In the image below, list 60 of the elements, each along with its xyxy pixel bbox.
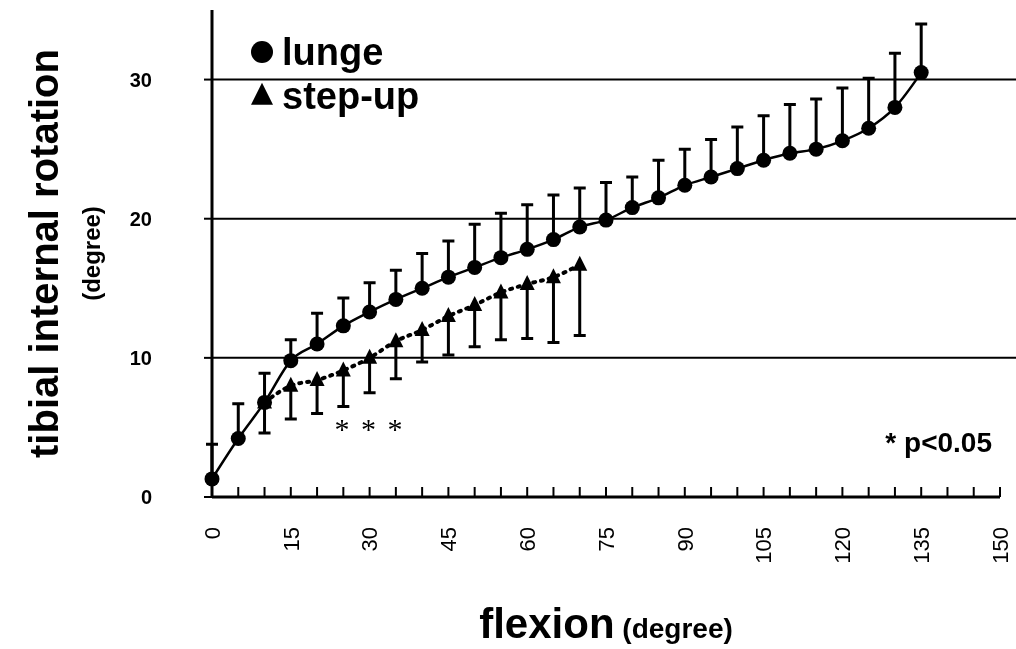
y-tick-label: 10 — [129, 346, 152, 369]
point — [861, 120, 877, 136]
x-tick-label: 60 — [514, 527, 540, 552]
point — [309, 371, 325, 387]
point — [729, 161, 745, 177]
point — [493, 283, 509, 299]
point — [388, 332, 404, 348]
point — [283, 376, 299, 392]
x-tick-label: 90 — [672, 527, 698, 552]
x-tick-label: 150 — [987, 527, 1013, 564]
x-tick-label: 0 — [199, 527, 225, 540]
point — [414, 280, 430, 296]
legend-label: lunge — [282, 31, 384, 74]
point — [467, 295, 483, 311]
point — [545, 232, 561, 248]
x-tick-label: 135 — [908, 527, 934, 564]
x-axis-title: flexion (degree) — [479, 600, 733, 647]
point — [230, 431, 246, 447]
point — [808, 141, 824, 157]
point — [572, 219, 588, 235]
x-tick-label: 120 — [830, 527, 856, 564]
point — [572, 255, 588, 271]
x-tick-label: 105 — [751, 527, 777, 564]
point — [913, 65, 929, 81]
point — [598, 212, 614, 228]
point — [703, 169, 719, 185]
point — [624, 200, 640, 216]
point — [388, 291, 404, 307]
point — [440, 307, 456, 323]
point — [335, 361, 351, 377]
y-axis-title: tibial internal rotation (degree) — [22, 49, 105, 458]
point — [493, 250, 509, 266]
point — [519, 275, 535, 291]
point — [204, 471, 220, 487]
point — [283, 353, 299, 369]
point — [414, 321, 430, 337]
point — [362, 348, 378, 364]
point — [545, 268, 561, 284]
point — [362, 304, 378, 320]
point — [677, 177, 693, 193]
point — [335, 318, 351, 334]
point — [834, 133, 850, 149]
x-tick-label: 75 — [593, 527, 619, 552]
y-tick-label: 0 — [140, 486, 152, 508]
point — [440, 269, 456, 285]
point — [651, 190, 667, 206]
point — [756, 152, 772, 168]
legend-label: step-up — [282, 75, 420, 118]
point — [309, 336, 325, 352]
annotation: * * * — [334, 411, 405, 445]
point — [887, 99, 903, 115]
x-tick-label: 45 — [436, 527, 462, 552]
point — [782, 145, 798, 161]
point — [519, 241, 535, 257]
y-tick-label: 30 — [129, 68, 152, 91]
annotation: * p<0.05 — [885, 427, 992, 458]
y-tick-label: 20 — [129, 207, 152, 230]
x-tick-label: 30 — [357, 527, 383, 552]
x-tick-label: 15 — [278, 527, 304, 552]
point — [467, 259, 483, 275]
